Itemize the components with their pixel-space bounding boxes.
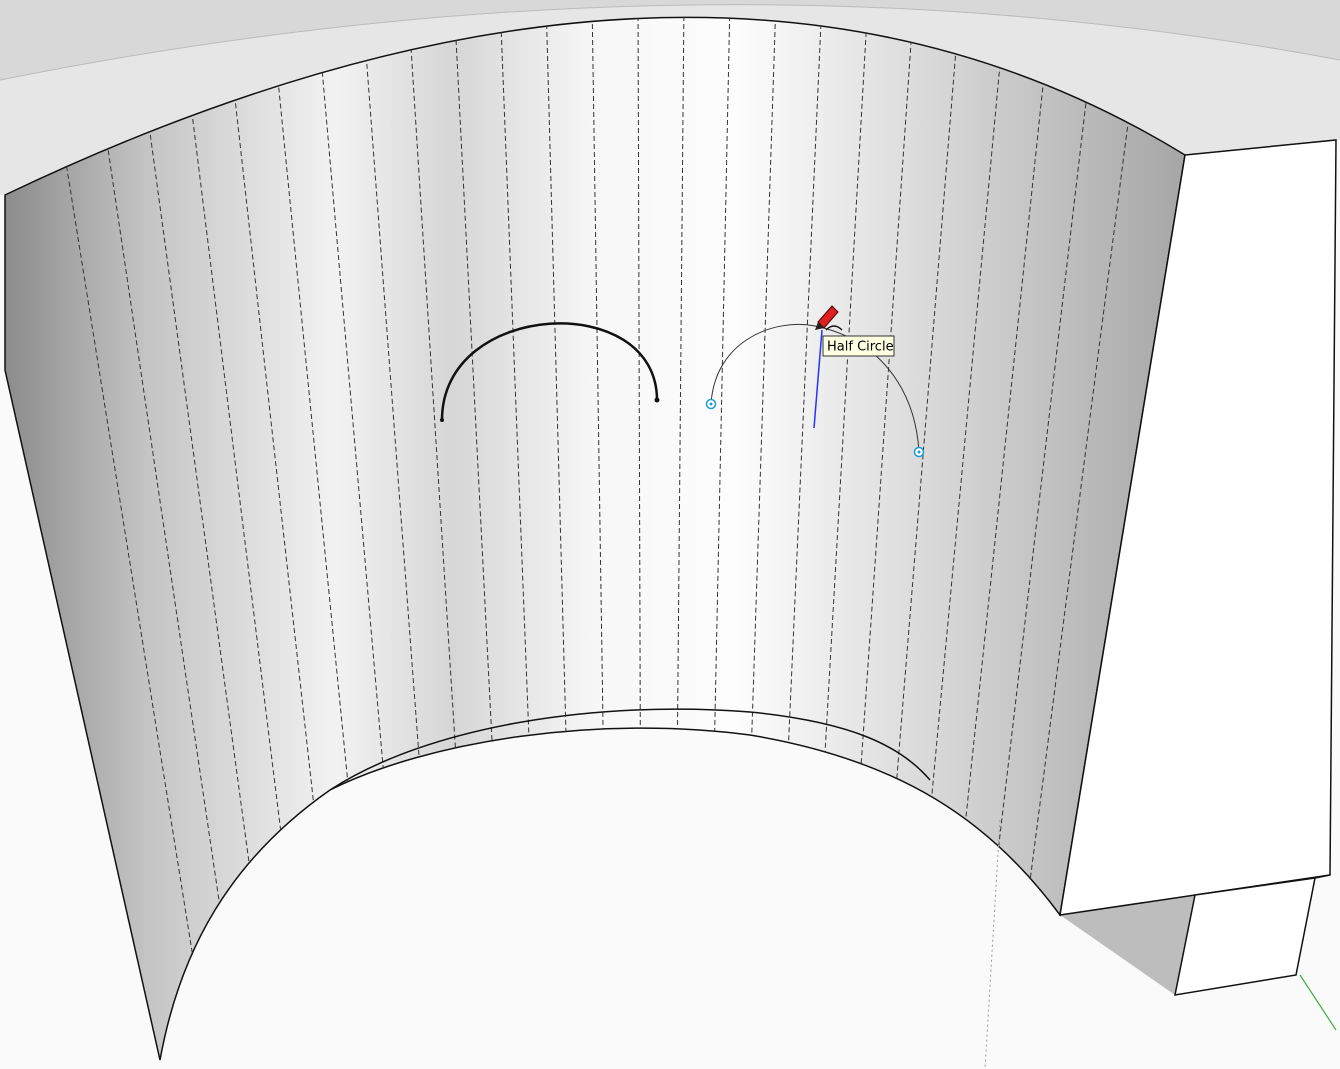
snap-point bbox=[709, 402, 713, 406]
endpoint bbox=[440, 418, 444, 422]
hidden-edge bbox=[361, 17, 444, 1061]
arc-cursor bbox=[815, 305, 843, 331]
guide bbox=[984, 819, 1001, 1069]
edge bbox=[1314, 874, 1331, 879]
tooltip-label: Half Circle bbox=[827, 340, 894, 355]
tooltip bbox=[822, 335, 895, 357]
hidden-edge bbox=[39, 17, 212, 1061]
blue-axis bbox=[813, 329, 823, 429]
endpoint bbox=[654, 397, 660, 403]
box-face bbox=[1174, 877, 1316, 996]
edge bbox=[329, 708, 931, 791]
hidden-edge bbox=[269, 17, 377, 1061]
arc bbox=[440, 322, 659, 421]
hidden-edge bbox=[905, 17, 1007, 1061]
hidden-edge bbox=[85, 17, 245, 1061]
edge bbox=[0, 4, 1340, 81]
box-shadow bbox=[1060, 895, 1195, 995]
hidden-edge bbox=[872, 17, 961, 1061]
hidden-edge bbox=[315, 17, 411, 1061]
outer-wall bbox=[0, 0, 1340, 80]
wall-top bbox=[0, 0, 1340, 195]
curved-wall bbox=[4, 16, 1186, 1061]
snap-point bbox=[917, 450, 921, 454]
green-axis bbox=[1299, 974, 1337, 1031]
hidden-edge bbox=[938, 17, 1053, 1061]
arc-preview bbox=[710, 323, 920, 453]
